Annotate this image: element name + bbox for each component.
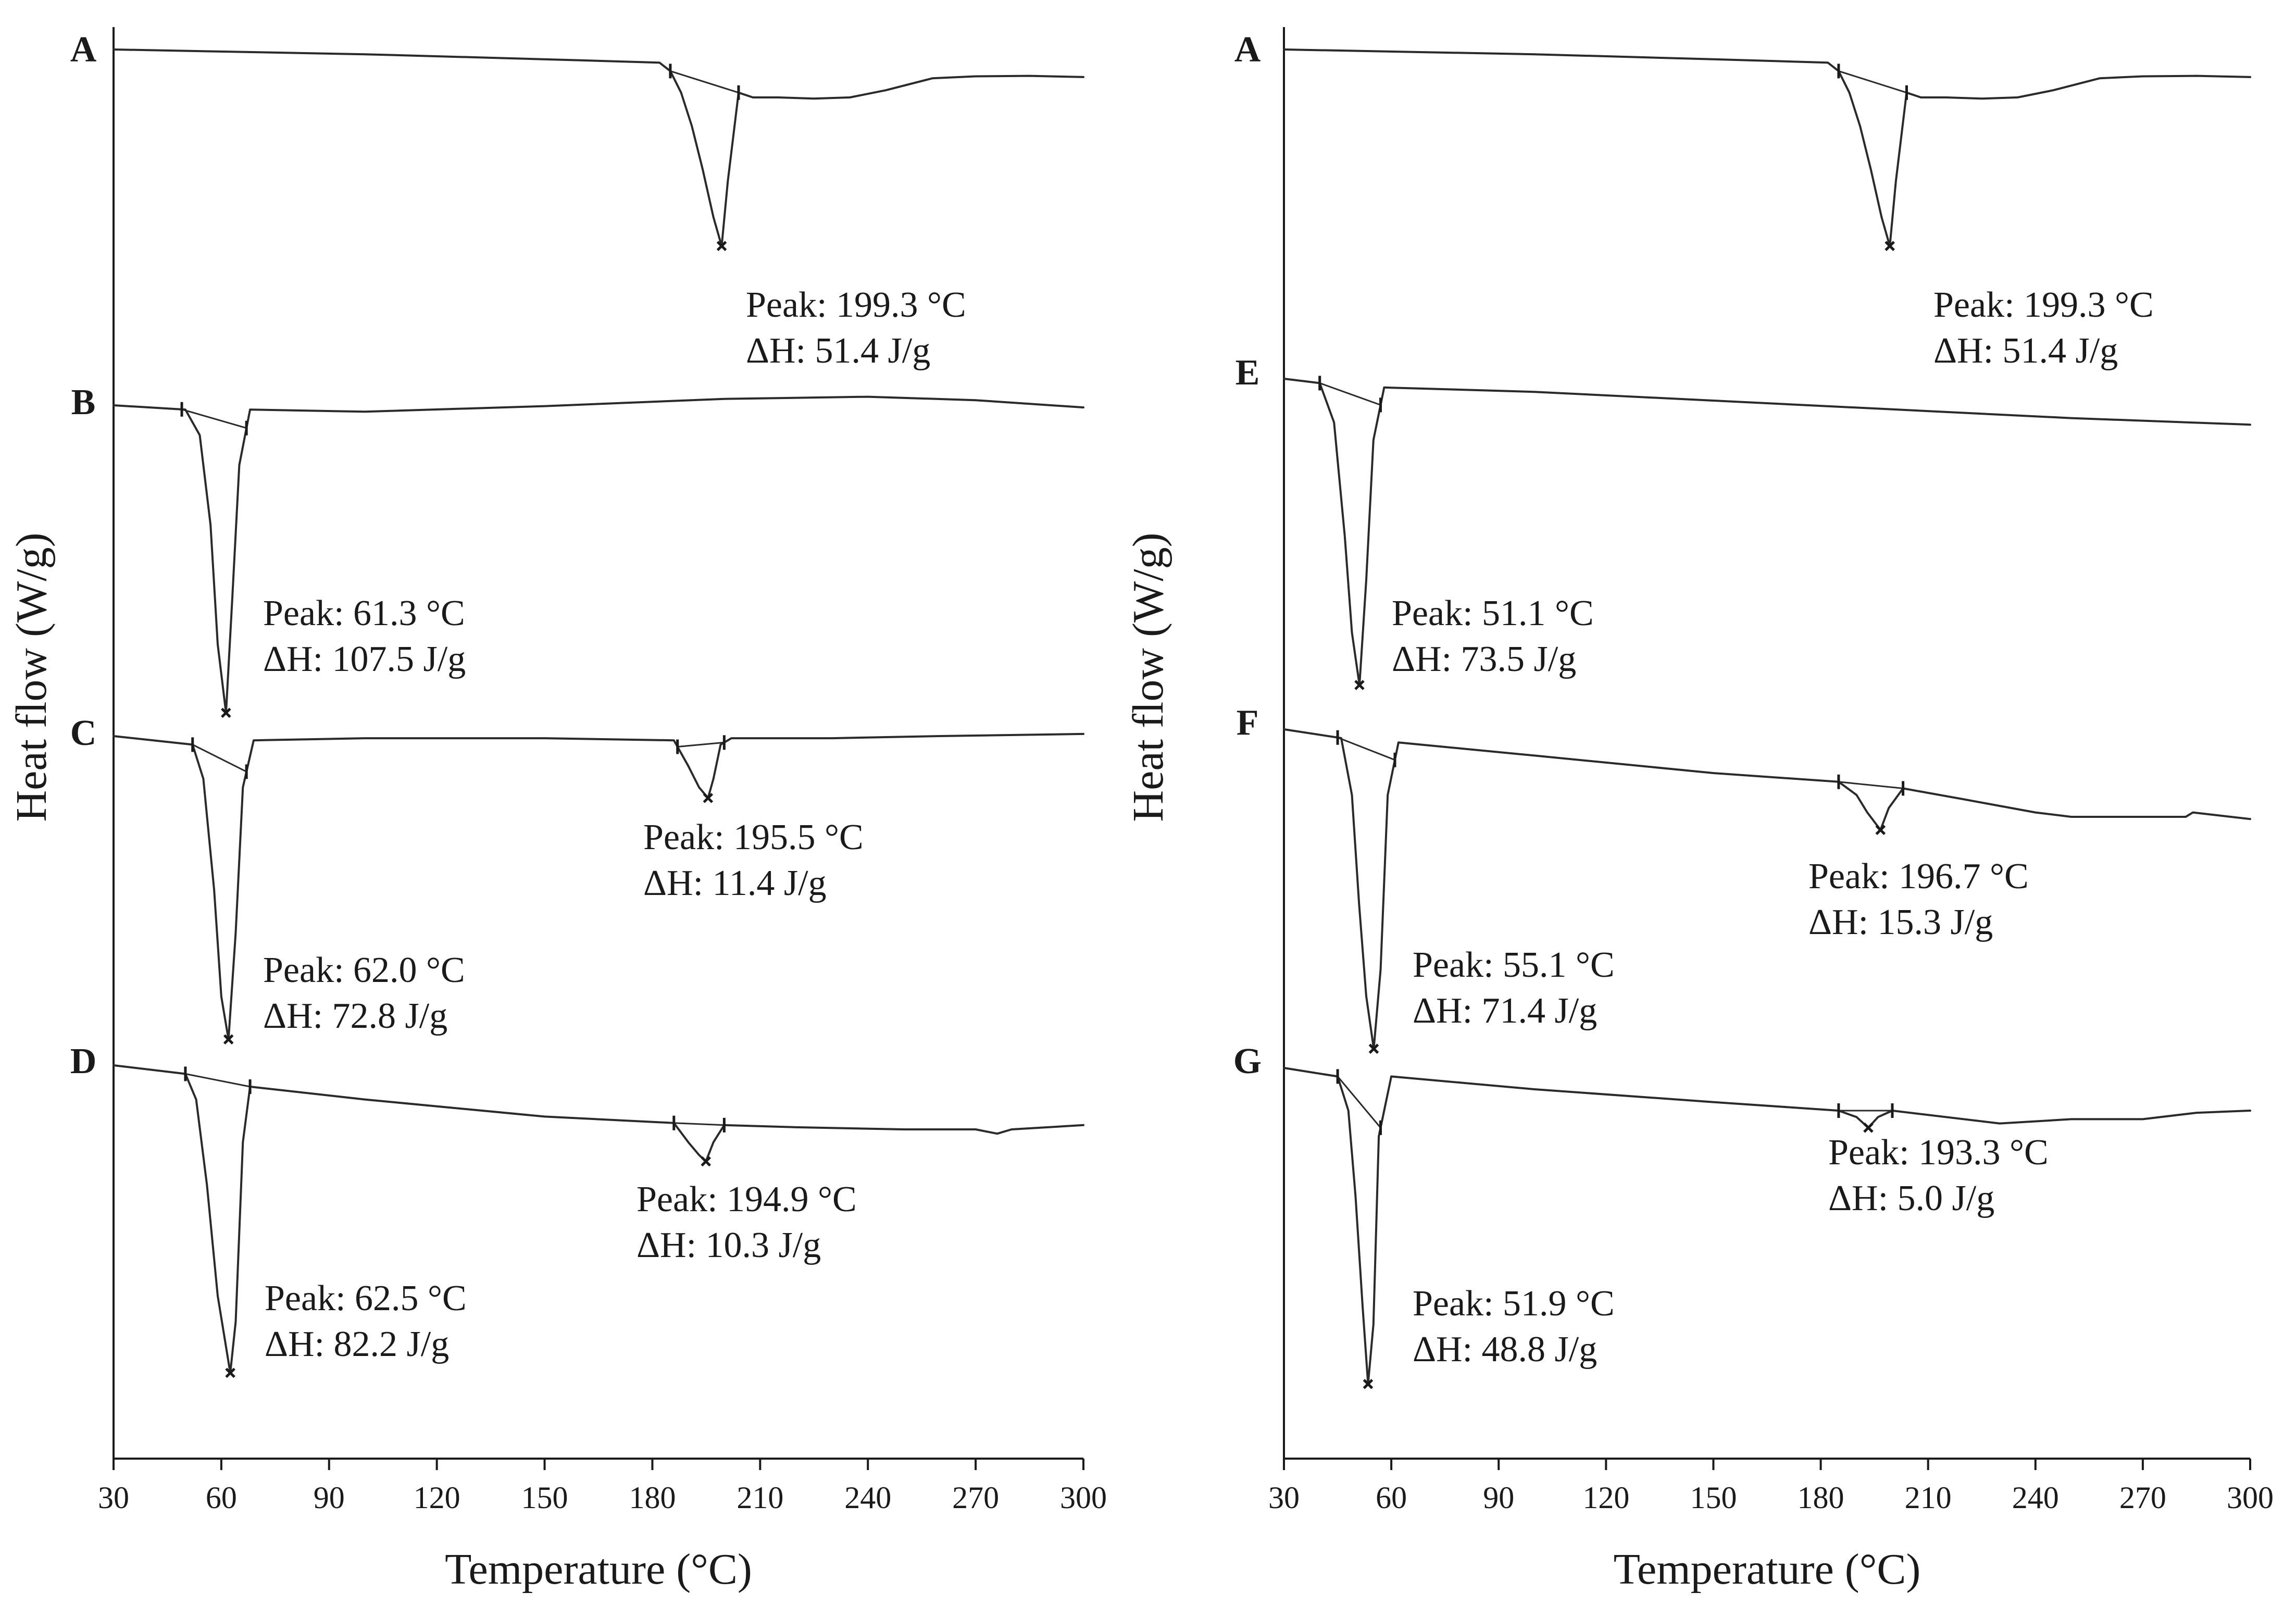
dsc-curve-F <box>1283 728 2251 1050</box>
enthalpy-label: ΔH: 51.4 J/g <box>1933 331 2118 371</box>
enthalpy-label: ΔH: 82.2 J/g <box>265 1324 449 1364</box>
x-tick-label: 240 <box>844 1480 891 1515</box>
peak-marker <box>1863 1123 1874 1133</box>
curve-letter-D: D <box>70 1041 97 1081</box>
x-tick-label: 120 <box>414 1480 460 1515</box>
peak-marker <box>1363 1379 1374 1389</box>
series-A: A Peak: 199.3 °C ΔH: 51.4 J/g <box>70 30 1084 371</box>
x-tick-label: 60 <box>206 1480 237 1515</box>
integration-baseline <box>181 408 247 429</box>
peak-marker <box>225 1367 235 1378</box>
left-panel: 30 60 90 120 150 180 210 240 270 300 Temperature (… <box>7 27 1107 1594</box>
enthalpy-label: ΔH: 48.8 J/g <box>1413 1329 1597 1370</box>
peak-marker <box>701 1156 711 1167</box>
y-axis-title: Heat flow (W/g) <box>7 532 56 822</box>
peak-label: Peak: 61.3 °C <box>263 593 465 633</box>
peak-label: Peak: 62.0 °C <box>263 950 465 990</box>
curve-letter-C: C <box>70 713 97 753</box>
right-panel: 30 60 90 120 150 180 210 240 270 300 Temperature (… <box>1124 27 2274 1594</box>
curve-letter-E: E <box>1236 353 1260 393</box>
dsc-curve-E <box>1283 378 2251 686</box>
curve-letter-B: B <box>71 382 96 422</box>
dsc-curve-C <box>113 732 1084 1041</box>
x-tick-label: 30 <box>98 1480 129 1515</box>
peak-marker <box>221 707 231 718</box>
curve-letter-F: F <box>1237 703 1259 743</box>
x-tick-label: 210 <box>1905 1480 1952 1515</box>
integration-baseline <box>185 1073 251 1088</box>
peak-marker <box>716 241 727 251</box>
dsc-curve-B <box>113 395 1084 714</box>
peak-label: Peak: 193.3 °C <box>1828 1133 2049 1173</box>
x-tick-label: 270 <box>2119 1480 2166 1515</box>
peak-label: Peak: 195.5 °C <box>643 817 864 857</box>
x-tick-label: 270 <box>952 1480 999 1515</box>
x-axis-title: Temperature (°C) <box>1614 1545 1921 1594</box>
curve-letter-A: A <box>70 30 97 70</box>
x-tick-label: 150 <box>1690 1480 1737 1515</box>
x-tick-label: 300 <box>1060 1480 1107 1515</box>
enthalpy-label: ΔH: 72.8 J/g <box>263 996 447 1036</box>
dsc-curve-G <box>1283 1067 2251 1385</box>
x-tick-label: 30 <box>1268 1480 1300 1515</box>
x-tick-label: 300 <box>2227 1480 2274 1515</box>
curve-letter-A: A <box>1234 30 1261 70</box>
integration-baseline <box>1337 1076 1381 1128</box>
peak-label: Peak: 194.9 °C <box>637 1179 857 1220</box>
enthalpy-label: ΔH: 51.4 J/g <box>746 331 930 371</box>
curve-letter-G: G <box>1233 1041 1262 1081</box>
integration-baseline <box>673 1122 725 1126</box>
x-tick-label: 180 <box>629 1480 676 1515</box>
dsc-curve-A <box>113 48 1084 247</box>
peak-marker <box>703 793 714 803</box>
series-D: D Peak: 62.5 °C ΔH: 82.2 J/g Peak: 194.9 °C… <box>70 1041 1084 1378</box>
peak-marker <box>1354 680 1365 690</box>
peak-label: Peak: 196.7 °C <box>1808 856 2029 897</box>
series-F: F Peak: 55.1 °C ΔH: 71.4 J/g Peak: 196.7 °C… <box>1237 703 2251 1054</box>
series-E: E Peak: 51.1 °C ΔH: 73.5 J/g <box>1236 353 2251 690</box>
integration-baseline <box>677 741 725 748</box>
series-A: A Peak: 199.3 °C ΔH: 51.4 J/g <box>1234 30 2251 371</box>
integration-baseline <box>192 744 247 773</box>
enthalpy-label: ΔH: 73.5 J/g <box>1392 639 1576 679</box>
x-tick-label: 210 <box>737 1480 783 1515</box>
peak-marker <box>1368 1043 1379 1054</box>
integration-baseline <box>1838 781 1903 789</box>
peak-label: Peak: 62.5 °C <box>265 1278 467 1318</box>
enthalpy-label: ΔH: 71.4 J/g <box>1413 991 1597 1031</box>
peak-label: Peak: 51.9 °C <box>1413 1284 1615 1324</box>
integration-baseline <box>1337 737 1395 761</box>
peak-marker <box>1875 825 1886 835</box>
x-tick-label: 60 <box>1376 1480 1407 1515</box>
series-B: B Peak: 61.3 °C ΔH: 107.5 J/g <box>71 382 1084 718</box>
enthalpy-label: ΔH: 107.5 J/g <box>263 639 466 679</box>
peak-label: Peak: 199.3 °C <box>746 285 966 325</box>
peak-label: Peak: 199.3 °C <box>1933 285 2154 325</box>
enthalpy-label: ΔH: 10.3 J/g <box>637 1225 821 1265</box>
x-tick-label: 150 <box>521 1480 568 1515</box>
integration-baseline <box>1838 70 1907 94</box>
x-tick-label: 90 <box>314 1480 345 1515</box>
y-axis-title: Heat flow (W/g) <box>1124 532 1172 822</box>
peak-marker <box>1885 241 1895 251</box>
dsc-curve-A <box>1283 48 2251 247</box>
x-tick-label: 120 <box>1582 1480 1629 1515</box>
enthalpy-label: ΔH: 15.3 J/g <box>1808 902 1993 942</box>
integration-baseline <box>1319 382 1381 406</box>
peak-marker <box>223 1034 234 1044</box>
series-C: C Peak: 62.0 °C ΔH: 72.8 J/g Peak: 195.5 °C… <box>70 713 1084 1044</box>
x-tick-label: 90 <box>1483 1480 1514 1515</box>
x-axis-title: Temperature (°C) <box>445 1545 752 1594</box>
series-G: G Peak: 51.9 °C ΔH: 48.8 J/g Peak: 193.3 °C… <box>1233 1041 2251 1389</box>
dsc-curve-D <box>113 1064 1084 1374</box>
x-tick-label: 180 <box>1798 1480 1844 1515</box>
integration-baseline <box>670 70 739 94</box>
enthalpy-label: ΔH: 5.0 J/g <box>1828 1178 1994 1218</box>
enthalpy-label: ΔH: 11.4 J/g <box>643 863 827 903</box>
x-tick-label: 240 <box>2012 1480 2059 1515</box>
peak-label: Peak: 55.1 °C <box>1413 945 1615 985</box>
peak-label: Peak: 51.1 °C <box>1392 593 1594 633</box>
